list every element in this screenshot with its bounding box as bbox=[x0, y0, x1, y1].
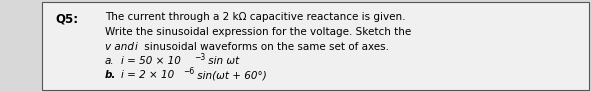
Text: sinusoidal waveforms on the same set of axes.: sinusoidal waveforms on the same set of … bbox=[141, 42, 389, 52]
Text: i = 2 × 10: i = 2 × 10 bbox=[121, 70, 174, 80]
Text: The current through a 2 kΩ capacitive reactance is given.: The current through a 2 kΩ capacitive re… bbox=[105, 12, 405, 22]
Text: sin(ωt + 60°): sin(ωt + 60°) bbox=[194, 70, 267, 80]
Text: a.: a. bbox=[105, 56, 115, 66]
Text: v and: v and bbox=[105, 42, 137, 52]
Text: −3: −3 bbox=[194, 53, 205, 62]
Text: Write the sinusoidal expression for the voltage. Sketch the: Write the sinusoidal expression for the … bbox=[105, 27, 411, 37]
Text: Q5:: Q5: bbox=[55, 12, 78, 25]
Text: sin ωt: sin ωt bbox=[205, 56, 239, 66]
Text: b.: b. bbox=[105, 70, 116, 80]
Text: i: i bbox=[135, 42, 138, 52]
Text: −6: −6 bbox=[183, 67, 194, 76]
Text: i = 50 × 10: i = 50 × 10 bbox=[121, 56, 181, 66]
